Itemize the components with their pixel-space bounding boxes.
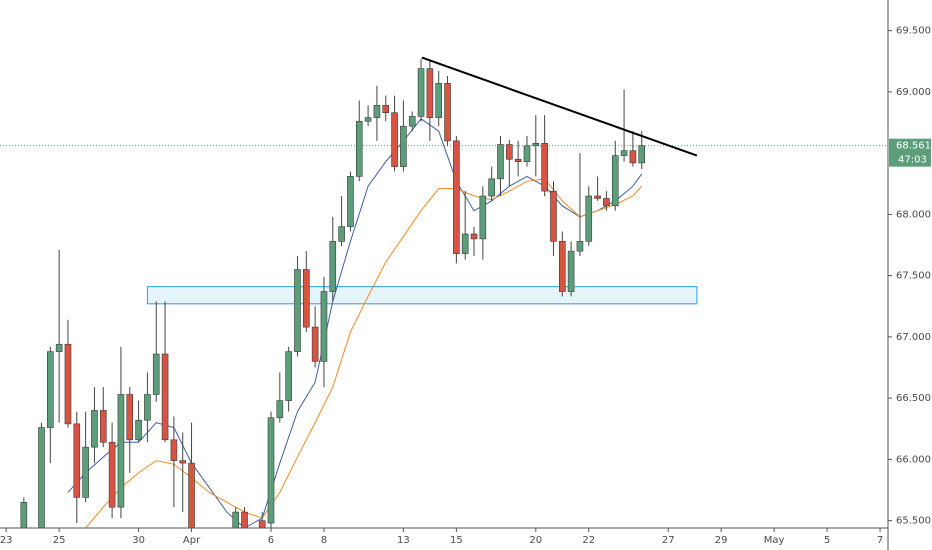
y-tick-label: 69.000 xyxy=(896,87,931,98)
candle-body xyxy=(99,410,107,443)
candle-body xyxy=(47,351,54,428)
candle-body xyxy=(550,190,557,242)
candle-body xyxy=(408,116,416,127)
candle-body xyxy=(241,511,248,528)
candle-body xyxy=(470,233,478,240)
candle-body xyxy=(506,144,513,160)
x-tick-label: 27 xyxy=(662,535,675,546)
plot-area xyxy=(0,56,888,528)
candle-body xyxy=(435,83,443,118)
countdown-label: 47:03 xyxy=(898,155,927,166)
candle-body xyxy=(73,423,81,498)
candle-body xyxy=(55,343,63,352)
y-tick-label: 66.500 xyxy=(896,393,931,404)
candle-body xyxy=(170,439,178,461)
candle-body xyxy=(514,158,522,163)
x-tick-label: Apr xyxy=(183,535,201,546)
candle-body xyxy=(117,394,125,508)
x-tick-label: 20 xyxy=(529,535,542,546)
candle-body xyxy=(302,269,310,328)
y-tick-label: 69.500 xyxy=(896,26,931,37)
candle-body xyxy=(638,145,646,164)
candle-body xyxy=(276,400,284,419)
candle-body xyxy=(152,353,160,395)
candle-body xyxy=(629,150,637,164)
y-tick-label: 66.000 xyxy=(896,454,931,465)
candle-body xyxy=(523,145,531,163)
y-tick-label: 67.000 xyxy=(896,332,931,343)
candle-body xyxy=(179,460,187,464)
candle-body xyxy=(144,394,151,421)
price-label-bg xyxy=(889,138,931,167)
support-zone xyxy=(146,286,698,305)
candle-body xyxy=(311,326,319,362)
x-tick-label: 29 xyxy=(715,535,728,546)
candle-body xyxy=(364,117,372,122)
candle-body xyxy=(461,233,469,254)
candle-body xyxy=(620,150,628,156)
trend-line xyxy=(421,56,698,157)
last-price-label: 68.561 xyxy=(896,141,931,152)
candle-body xyxy=(611,155,619,207)
x-tick-label: 5 xyxy=(824,535,830,546)
candle-body xyxy=(585,195,593,242)
candle-body xyxy=(161,353,169,441)
candle-body xyxy=(382,105,390,114)
candle-body xyxy=(497,144,504,180)
candle-body xyxy=(108,441,116,508)
y-tick-label: 65.500 xyxy=(896,516,931,527)
candle-body xyxy=(541,143,548,192)
candle-body xyxy=(135,419,142,441)
candle-body xyxy=(603,198,610,207)
candle-body xyxy=(400,125,407,167)
candle-body xyxy=(558,241,566,292)
candle-body xyxy=(329,241,337,292)
candle-body xyxy=(267,417,275,524)
candle-body xyxy=(126,394,134,441)
candle-body xyxy=(488,178,495,197)
y-tick-label: 68.000 xyxy=(896,209,931,220)
candle-body xyxy=(320,291,328,362)
candle-body xyxy=(38,427,45,528)
candle-body xyxy=(64,343,72,425)
candle-body xyxy=(91,410,98,448)
candle-body xyxy=(285,351,292,401)
x-tick-label: 8 xyxy=(321,535,327,546)
candle-body xyxy=(20,501,28,528)
x-tick-label: 30 xyxy=(132,535,145,546)
candle-body xyxy=(532,143,540,147)
y-tick-label: 67.500 xyxy=(896,271,931,282)
candle-body xyxy=(426,68,434,118)
candle-body xyxy=(258,520,266,528)
candle-body xyxy=(453,140,460,254)
candle-body xyxy=(391,112,398,167)
candle-body xyxy=(417,68,425,117)
candle-body xyxy=(188,462,195,528)
x-tick-label: 15 xyxy=(450,535,463,546)
candle-body xyxy=(594,195,601,199)
x-tick-label: 7 xyxy=(877,535,883,546)
candle-body xyxy=(347,176,354,227)
candle-body xyxy=(338,226,345,242)
candle-body xyxy=(444,83,451,142)
candle-body xyxy=(576,241,584,252)
candle-body xyxy=(294,269,301,352)
x-tick-label: May xyxy=(764,535,785,546)
x-tick-label: 23 xyxy=(0,535,13,546)
candle-body xyxy=(479,195,487,240)
x-tick-label: 25 xyxy=(53,535,66,546)
candle-body xyxy=(373,105,381,118)
x-tick-label: 22 xyxy=(582,535,595,546)
candle-body xyxy=(82,446,89,498)
moving-average xyxy=(85,178,643,528)
x-tick-label: 13 xyxy=(397,535,410,546)
candle-body xyxy=(567,250,575,292)
candle-body xyxy=(355,120,363,177)
x-tick-label: 6 xyxy=(268,535,274,546)
candle-body xyxy=(232,511,239,528)
